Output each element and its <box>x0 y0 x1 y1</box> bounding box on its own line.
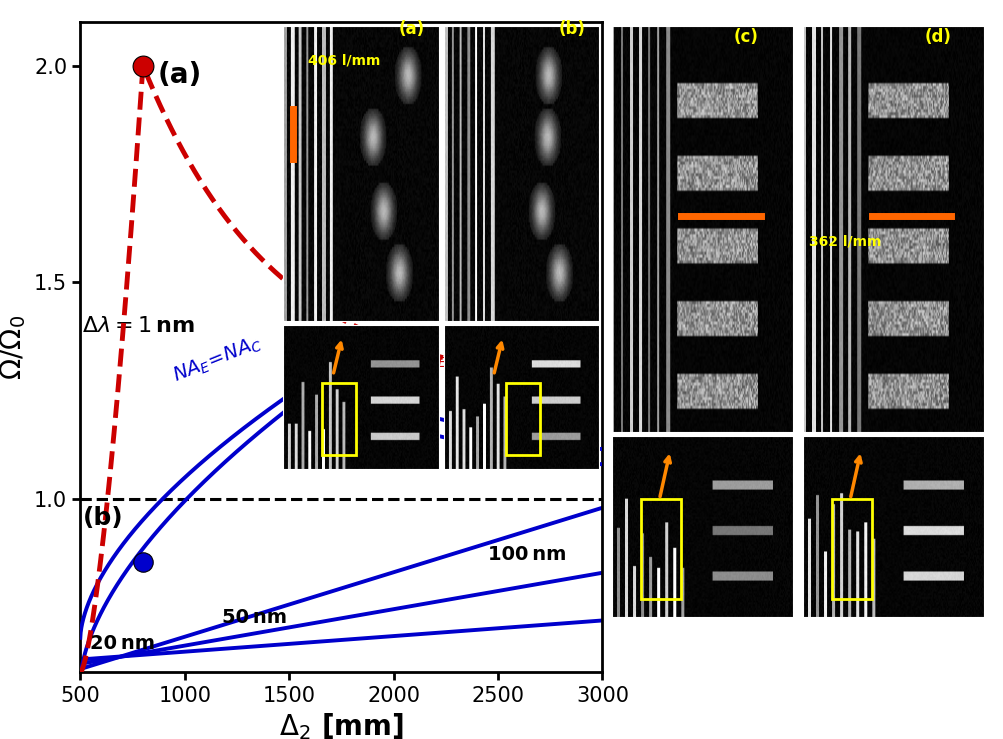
Text: (b): (b) <box>559 21 586 38</box>
Text: (a): (a) <box>157 61 202 89</box>
Text: $\Delta\lambda=1\,$nm: $\Delta\lambda=1\,$nm <box>82 316 195 336</box>
Text: 50 nm: 50 nm <box>222 607 287 627</box>
Bar <box>641 500 680 599</box>
Text: 20 nm: 20 nm <box>89 633 154 653</box>
Text: (a): (a) <box>398 21 424 38</box>
Text: $NA_E\!=\!NA_G$: $NA_E\!=\!NA_G$ <box>410 349 505 370</box>
Text: (c,d): (c,d) <box>314 409 375 432</box>
Text: 362 l/mm: 362 l/mm <box>808 234 881 248</box>
Text: (c): (c) <box>732 28 757 46</box>
Text: 406 l/mm: 406 l/mm <box>308 53 380 67</box>
Bar <box>506 383 540 454</box>
X-axis label: $\Delta_2$ [mm]: $\Delta_2$ [mm] <box>279 711 403 739</box>
Text: $NA_E\!=\!NA_C$: $NA_E\!=\!NA_C$ <box>170 333 265 387</box>
Bar <box>831 500 871 599</box>
Bar <box>322 383 356 454</box>
Y-axis label: $\Omega/\Omega_0$: $\Omega/\Omega_0$ <box>0 315 28 380</box>
Text: (d): (d) <box>923 28 950 46</box>
Text: (b): (b) <box>82 506 123 530</box>
Text: 100 nm: 100 nm <box>487 545 566 564</box>
